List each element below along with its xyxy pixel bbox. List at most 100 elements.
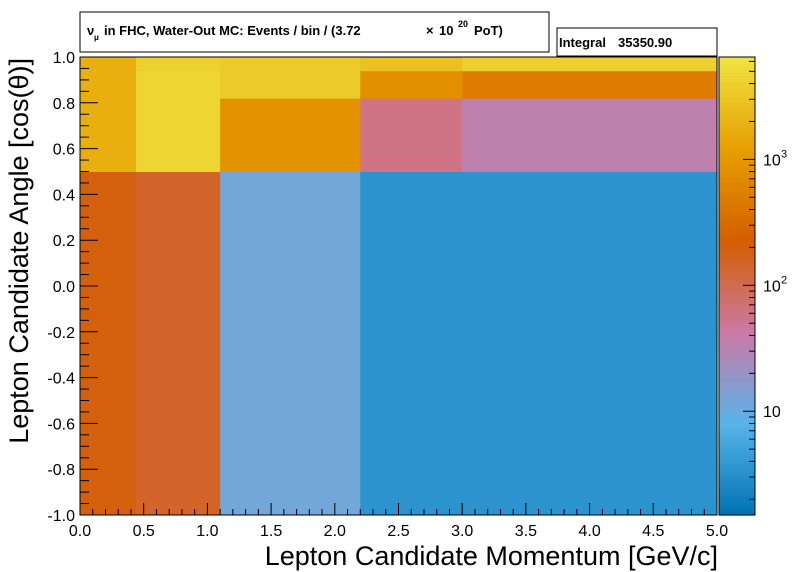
x-tick-label: 3.0 bbox=[451, 523, 473, 540]
y-tick-label: 0.0 bbox=[53, 279, 75, 296]
x-tick-label: 5.0 bbox=[706, 523, 728, 540]
colorbar-slice bbox=[719, 258, 755, 263]
colorbar-slice bbox=[719, 380, 755, 385]
colorbar-slice bbox=[719, 105, 755, 110]
colorbar-slice bbox=[719, 243, 755, 247]
colorbar-slice bbox=[719, 356, 755, 360]
colorbar-slice bbox=[719, 234, 755, 238]
colorbar-slice bbox=[719, 63, 755, 67]
colorbar-slice bbox=[719, 227, 755, 232]
colorbar-slice bbox=[719, 99, 755, 104]
colorbar-slice bbox=[719, 163, 755, 168]
colorbar-slice bbox=[719, 383, 755, 388]
colorbar-slice bbox=[719, 212, 755, 217]
x-tick-label: 0.5 bbox=[133, 523, 155, 540]
colorbar-slice bbox=[719, 508, 755, 513]
heatmap-bin-9 bbox=[360, 98, 463, 172]
colorbar-slice bbox=[719, 463, 755, 467]
y-tick-label: -1.0 bbox=[47, 508, 75, 525]
x-tick-label: 4.0 bbox=[578, 523, 600, 540]
colorbar-slice bbox=[719, 194, 755, 199]
colorbar-slice bbox=[719, 292, 755, 296]
colorbar-slice bbox=[719, 60, 755, 64]
colorbar-slice bbox=[719, 472, 755, 476]
colorbar-slice bbox=[719, 209, 755, 214]
colorbar-slice bbox=[719, 203, 755, 208]
colorbar-slice bbox=[719, 139, 755, 144]
colorbar-slice bbox=[719, 301, 755, 305]
heatmap-bin-13 bbox=[462, 98, 718, 172]
heatmap-bin-1 bbox=[80, 57, 137, 172]
y-tick-label: 0.6 bbox=[53, 142, 75, 159]
x-tick-label: 1.0 bbox=[196, 523, 218, 540]
x-tick-label: 2.0 bbox=[324, 523, 346, 540]
colorbar-slice bbox=[719, 215, 755, 220]
x-tick-label: 2.5 bbox=[387, 523, 409, 540]
colorbar-slice bbox=[719, 264, 755, 269]
colorbar-slice bbox=[719, 145, 755, 150]
colorbar-slice bbox=[719, 78, 755, 83]
colorbar-slice bbox=[719, 231, 755, 235]
colorbar-slice bbox=[719, 475, 755, 479]
colorbar-slice bbox=[719, 319, 755, 324]
colorbar-slice bbox=[719, 87, 755, 92]
colorbar-slice bbox=[719, 432, 755, 437]
y-tick-label: 0.4 bbox=[53, 187, 75, 204]
colorbar-slice bbox=[719, 447, 755, 452]
y-axis: -1.0 -0.8 -0.6 -0.4 -0.2 0.0 0.2 0.4 0.6 0.8 1.0 bbox=[47, 50, 98, 525]
colorbar-slice bbox=[719, 102, 755, 107]
y-tick-label: -0.2 bbox=[47, 325, 75, 342]
colorbar-slice bbox=[719, 307, 755, 312]
colorbar-slice bbox=[719, 469, 755, 473]
colorbar-slice bbox=[719, 368, 755, 373]
colorbar-slice bbox=[719, 108, 755, 113]
heatmap-bin-0 bbox=[80, 171, 137, 516]
colorbar-slice bbox=[719, 511, 755, 516]
colorbar-slice bbox=[719, 386, 755, 391]
colorbar-slice bbox=[719, 252, 755, 257]
y-tick-label: 1.0 bbox=[53, 50, 75, 67]
colorbar-slice bbox=[719, 75, 755, 79]
colorbar-slice bbox=[719, 359, 755, 363]
colorbar-frame bbox=[718, 56, 756, 516]
y-tick-label: 0.8 bbox=[53, 96, 75, 113]
colorbar-slice bbox=[719, 316, 755, 321]
colorbar-slice bbox=[719, 389, 755, 394]
heatmap-bin-4 bbox=[136, 57, 221, 72]
heatmap-bins bbox=[80, 57, 718, 516]
colorbar-slice bbox=[719, 72, 755, 76]
heatmap-bin-10 bbox=[360, 70, 463, 99]
colorbar-slice bbox=[719, 313, 755, 318]
colorbar-slice bbox=[719, 417, 755, 421]
colorbar-slice bbox=[719, 374, 755, 379]
stats-integral-label: Integral bbox=[559, 35, 606, 50]
colorbar-slice bbox=[719, 255, 755, 260]
colorbar-slice bbox=[719, 279, 755, 284]
colorbar-slice bbox=[719, 240, 755, 244]
colorbar-slice bbox=[719, 115, 755, 119]
colorbar-slice bbox=[719, 66, 755, 70]
heatmap-bin-3 bbox=[136, 70, 221, 172]
colorbar-slice bbox=[719, 481, 755, 486]
colorbar-slice bbox=[719, 282, 755, 287]
colorbar-slice bbox=[719, 298, 755, 302]
colorbar-slice bbox=[719, 136, 755, 141]
heatmap-bin-15 bbox=[462, 57, 718, 72]
colorbar-slice bbox=[719, 133, 755, 137]
colorbar-slice bbox=[719, 362, 755, 366]
colorbar-slice bbox=[719, 325, 755, 330]
colorbar-slice bbox=[719, 249, 755, 254]
colorbar-tick-label: 10 bbox=[763, 152, 781, 169]
colorbar-slice bbox=[719, 93, 755, 98]
colorbar-slice bbox=[719, 493, 755, 498]
title-ten: 10 bbox=[439, 23, 453, 38]
colorbar-slice bbox=[719, 456, 755, 461]
x-tick-label: 0.0 bbox=[69, 523, 91, 540]
colorbar-slice bbox=[719, 111, 755, 116]
colorbar-slice bbox=[719, 331, 755, 336]
colorbar-slice bbox=[719, 334, 755, 339]
colorbar-slice bbox=[719, 350, 755, 354]
colorbar-slice bbox=[719, 347, 755, 351]
colorbar-slice bbox=[719, 200, 755, 205]
colorbar-slice bbox=[719, 270, 755, 275]
